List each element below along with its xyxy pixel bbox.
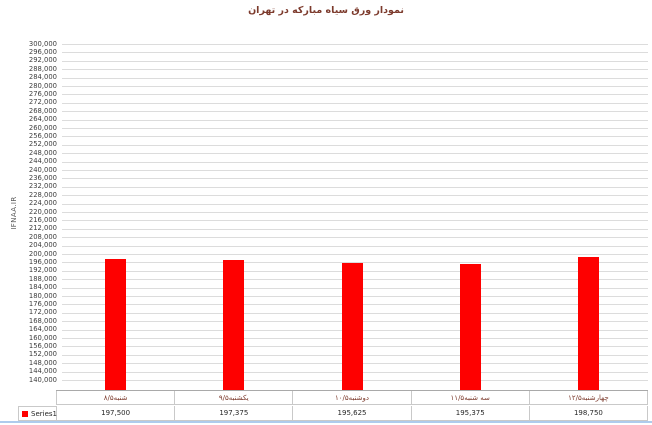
legend-color-swatch	[22, 410, 28, 417]
bar	[105, 259, 127, 391]
y-tick-label: 296,000	[28, 47, 57, 56]
gridline	[62, 136, 648, 138]
gridline	[62, 77, 648, 79]
y-tick-label: 172,000	[28, 308, 57, 317]
gridline	[62, 237, 648, 239]
gridline	[62, 220, 648, 222]
gridline	[62, 254, 648, 255]
y-tick-label: 256,000	[28, 131, 57, 140]
y-tick-label: 268,000	[28, 106, 57, 115]
gridline	[62, 170, 648, 171]
gridline	[62, 228, 648, 230]
y-tick-label: 188,000	[28, 274, 57, 283]
y-tick-label: 260,000	[28, 123, 57, 132]
y-tick-label: 220,000	[28, 207, 57, 216]
y-tick-label: 192,000	[28, 266, 57, 275]
y-tick-label: 196,000	[28, 257, 57, 266]
y-tick-label: 200,000	[28, 249, 57, 258]
y-tick-label: 208,000	[28, 232, 57, 241]
y-tick-label: 280,000	[28, 81, 57, 90]
value-cell: 197,500	[56, 406, 174, 420]
gridline	[62, 262, 648, 264]
gridline	[62, 128, 648, 129]
y-tick-label: 252,000	[28, 140, 57, 149]
y-tick-label: 176,000	[28, 299, 57, 308]
gridline	[62, 102, 648, 104]
gridline	[62, 203, 648, 205]
gridline	[62, 60, 648, 62]
bottom-border-line	[0, 421, 652, 423]
gridline	[62, 94, 648, 96]
y-tick-label: 212,000	[28, 224, 57, 233]
y-tick-label: 248,000	[28, 148, 57, 157]
y-tick-label: 292,000	[28, 56, 57, 65]
gridline	[62, 69, 648, 71]
y-tick-label: 272,000	[28, 98, 57, 107]
value-cell: 195,625	[292, 406, 410, 420]
category-label-row: شنبه۸/۵ یکشنبه۹/۵ دوشنبه۱۰/۵ سه شنبه۱۱/۵ چها…	[56, 390, 649, 405]
gridline	[62, 161, 648, 163]
y-tick-label: 228,000	[28, 190, 57, 199]
bar	[223, 259, 245, 390]
y-tick-label: 264,000	[28, 115, 57, 124]
gridline	[62, 212, 648, 213]
y-tick-label: 180,000	[28, 291, 57, 300]
y-tick-label: 156,000	[28, 341, 57, 350]
gridline	[62, 52, 648, 54]
gridline	[62, 144, 648, 146]
y-tick-label: 244,000	[28, 157, 57, 166]
y-tick-label: 184,000	[28, 283, 57, 292]
gridline	[62, 86, 648, 87]
y-tick-label: 164,000	[28, 325, 57, 334]
gridline	[62, 186, 648, 188]
category-cell: چهارشنبه۱۲/۵	[528, 391, 649, 404]
bar	[341, 263, 363, 390]
gridline	[62, 245, 648, 247]
y-tick-label: 276,000	[28, 89, 57, 98]
y-tick-label: 288,000	[28, 64, 57, 73]
legend-series-label: Series1	[31, 409, 57, 418]
y-tick-label: 232,000	[28, 182, 57, 191]
gridline	[62, 178, 648, 180]
chart-title: نمودار ورق سیاه مبارکه در تهران	[248, 5, 404, 16]
value-cell: 198,750	[528, 406, 649, 420]
y-tick-label: 240,000	[28, 165, 57, 174]
y-tick-label: 148,000	[28, 358, 57, 367]
y-tick-label: 168,000	[28, 316, 57, 325]
y-tick-label: 300,000	[28, 39, 57, 48]
category-cell: یکشنبه۹/۵	[174, 391, 292, 404]
y-tick-label: 284,000	[28, 73, 57, 82]
bar	[577, 256, 599, 390]
y-tick-label: 236,000	[28, 173, 57, 182]
y-tick-label: 152,000	[28, 350, 57, 359]
y-tick-label: 204,000	[28, 241, 57, 250]
bar	[459, 263, 481, 390]
legend-cell: Series1	[18, 406, 57, 421]
y-tick-label: 224,000	[28, 199, 57, 208]
category-cell: سه شنبه۱۱/۵	[410, 391, 529, 404]
gridline	[62, 153, 648, 155]
value-cell: 197,375	[174, 406, 292, 420]
y-tick-label: 144,000	[28, 367, 57, 376]
value-cell: 195,375	[410, 406, 529, 420]
gridline	[62, 44, 648, 45]
y-tick-label: 216,000	[28, 215, 57, 224]
gridline	[62, 195, 648, 197]
data-table-value-row: 197,500 197,375 195,625 195,375 198,750	[56, 406, 649, 421]
gridline	[62, 111, 648, 113]
gridline	[62, 119, 648, 121]
category-cell: شنبه۸/۵	[56, 391, 174, 404]
y-tick-label: 140,000	[28, 375, 57, 384]
y-tick-label: 160,000	[28, 333, 57, 342]
category-cell: دوشنبه۱۰/۵	[292, 391, 410, 404]
